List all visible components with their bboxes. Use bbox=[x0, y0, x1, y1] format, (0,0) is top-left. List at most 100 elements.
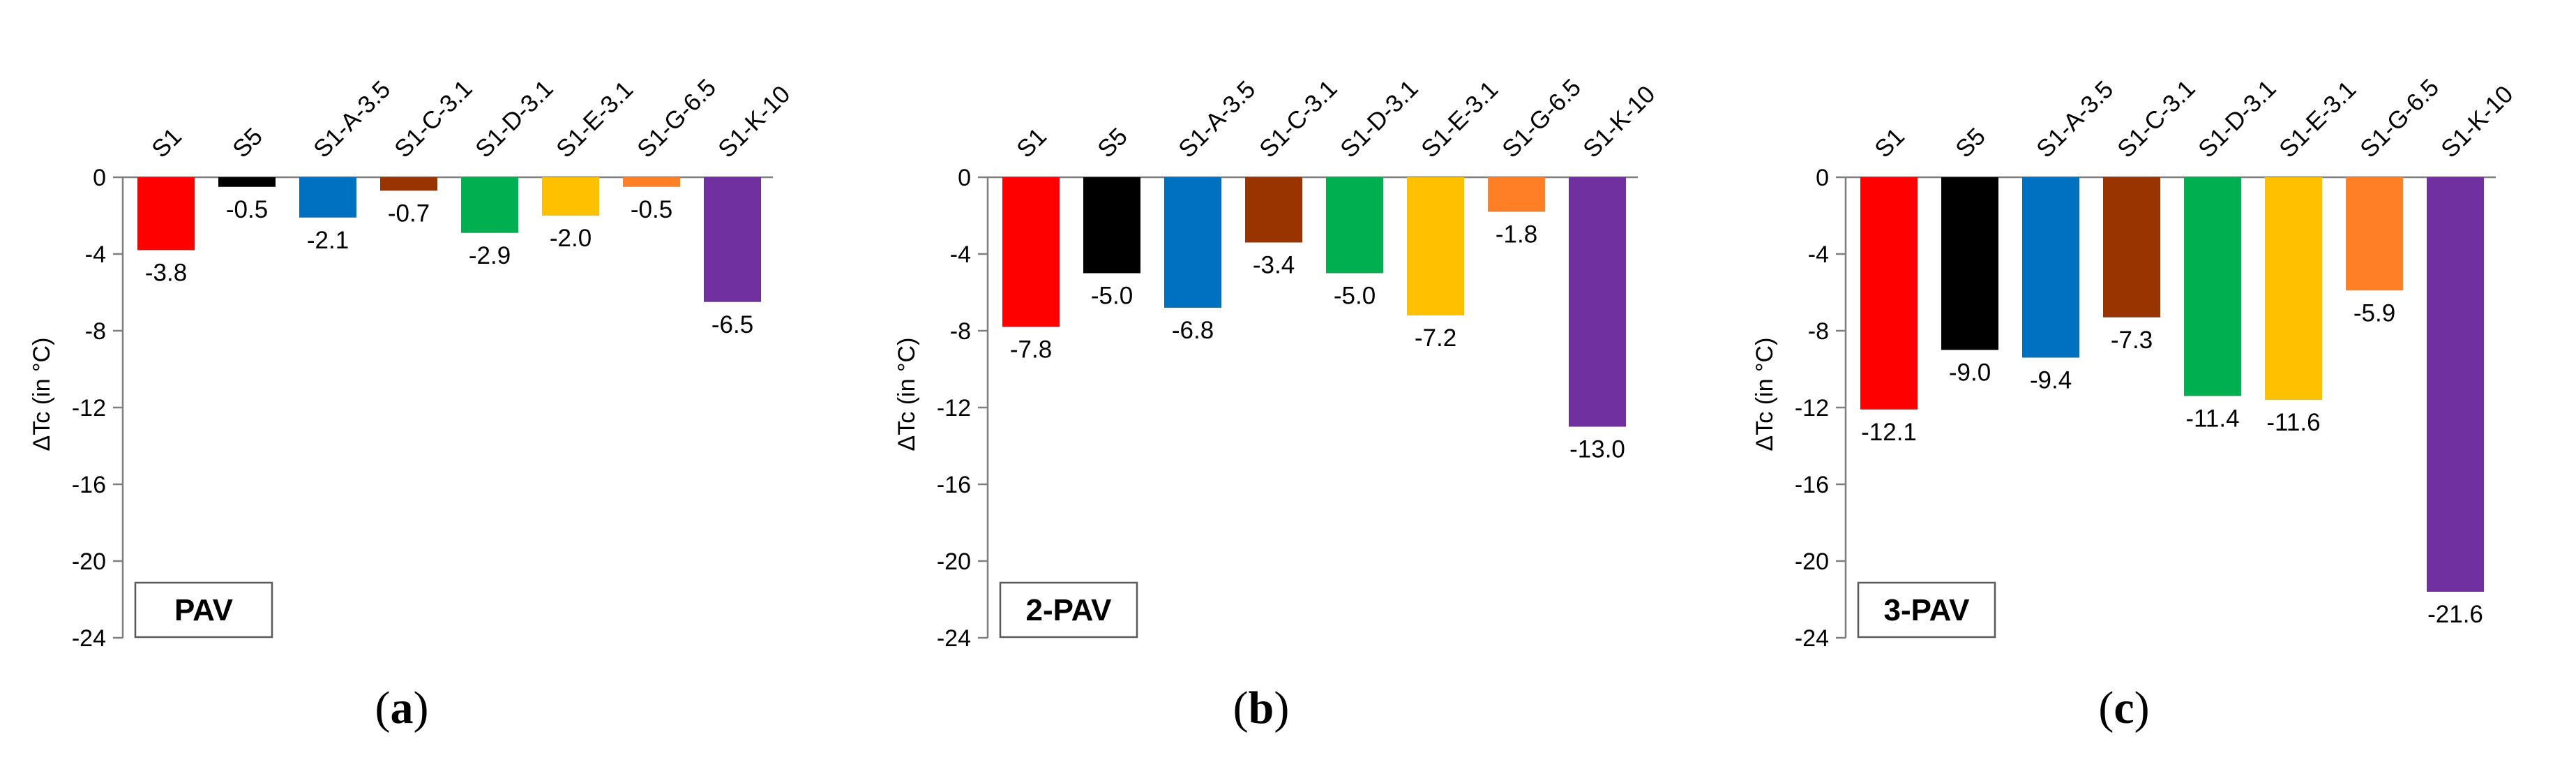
bar-value-label: -3.4 bbox=[1253, 252, 1295, 279]
y-tick-label: -20 bbox=[937, 548, 971, 575]
category-label: S1-A-3.5 bbox=[2031, 75, 2118, 163]
bar-value-label: -21.6 bbox=[2427, 601, 2483, 628]
category-label: S1-C-3.1 bbox=[2112, 75, 2201, 163]
category-label: S1-C-3.1 bbox=[1254, 75, 1343, 163]
bar-value-label: -9.0 bbox=[1949, 359, 1991, 387]
y-tick-label: -12 bbox=[1795, 395, 1829, 421]
caption-open-paren: ( bbox=[2098, 682, 2114, 733]
bar-value-label: -7.2 bbox=[1415, 324, 1456, 352]
bar-value-label: -5.0 bbox=[1334, 283, 1376, 310]
category-label: S1 bbox=[146, 123, 187, 163]
caption-close-paren: ) bbox=[2134, 682, 2150, 733]
bar-s5 bbox=[1083, 177, 1140, 274]
chart-panel-2pav: 0 -4 -8 -12 -16 -20 -24 ΔTc (in °C) -7.8 S1 -5.0 S5… bbox=[894, 74, 1660, 733]
bar-value-label: -2.1 bbox=[307, 227, 349, 254]
y-tick-label: -8 bbox=[950, 318, 971, 345]
caption-open-paren: ( bbox=[1233, 682, 1249, 733]
bar-value-label: -12.1 bbox=[1861, 419, 1917, 446]
y-tick-label: -24 bbox=[937, 625, 971, 652]
bar-value-label: -6.5 bbox=[711, 311, 753, 338]
bar-s1-c-3.1 bbox=[380, 177, 437, 191]
bar-value-label: -0.5 bbox=[631, 196, 672, 223]
y-tick-label: -12 bbox=[72, 395, 106, 421]
bar-s1-g-6.5 bbox=[2346, 177, 2403, 291]
category-label: S1-D-3.1 bbox=[470, 75, 559, 163]
category-label: S1 bbox=[1011, 123, 1052, 163]
panel-caption: (c) bbox=[2098, 682, 2149, 733]
panel-caption: (b) bbox=[1233, 682, 1290, 733]
bar-s5 bbox=[218, 177, 276, 187]
bar-s1-c-3.1 bbox=[2103, 177, 2160, 318]
chart-title-box bbox=[134, 581, 273, 639]
chart-panel-3pav: 0 -4 -8 -12 -16 -20 -24 ΔTc (in °C) -12.1 S1 -9.0 S… bbox=[1752, 74, 2518, 733]
y-tick-label: 0 bbox=[958, 165, 971, 191]
bar-s5 bbox=[1941, 177, 1998, 350]
category-label: S5 bbox=[227, 123, 268, 163]
bar-s1-k-10 bbox=[1569, 177, 1626, 427]
bar-s1-e-3.1 bbox=[2265, 177, 2322, 400]
bar-value-label: -13.0 bbox=[1569, 436, 1625, 463]
y-tick-label: -16 bbox=[937, 472, 971, 498]
panel-caption: (a) bbox=[375, 682, 429, 733]
bar-s1 bbox=[137, 177, 195, 251]
chart-title-box bbox=[1857, 581, 1996, 639]
category-label: S1-G-6.5 bbox=[632, 74, 721, 163]
category-label: S1-K-10 bbox=[713, 80, 795, 163]
bar-s1-a-3.5 bbox=[1164, 177, 1221, 308]
bar-s1-c-3.1 bbox=[1245, 177, 1302, 243]
y-tick-label: -20 bbox=[72, 548, 106, 575]
bar-s1-d-3.1 bbox=[2184, 177, 2241, 396]
caption-letter: b bbox=[1249, 682, 1274, 733]
caption-close-paren: ) bbox=[1274, 682, 1289, 733]
chart-title: 3-PAV bbox=[1883, 593, 1970, 627]
y-tick-label: -4 bbox=[85, 241, 106, 268]
category-label: S1-G-6.5 bbox=[1497, 74, 1586, 163]
bar-value-label: -2.0 bbox=[550, 225, 592, 252]
category-label: S1-E-3.1 bbox=[551, 75, 638, 163]
category-label: S1-D-3.1 bbox=[2193, 75, 2282, 163]
y-tick-label: -24 bbox=[1795, 625, 1829, 652]
bar-value-label: -5.0 bbox=[1091, 283, 1133, 310]
bar-value-label: -2.9 bbox=[469, 242, 511, 269]
bar-s1 bbox=[1860, 177, 1918, 410]
bar-value-label: -11.4 bbox=[2185, 405, 2239, 433]
bar-value-label: -5.9 bbox=[2353, 299, 2395, 327]
y-tick-label: 0 bbox=[93, 165, 106, 191]
bar-s1-a-3.5 bbox=[299, 177, 356, 218]
caption-close-paren: ) bbox=[414, 682, 429, 733]
bar-s1-g-6.5 bbox=[623, 177, 680, 187]
bar-value-label: -1.8 bbox=[1496, 221, 1537, 248]
bar-s1 bbox=[1002, 177, 1060, 327]
y-tick-label: -12 bbox=[937, 395, 971, 421]
bar-s1-d-3.1 bbox=[1326, 177, 1383, 274]
bar-value-label: -7.8 bbox=[1010, 336, 1052, 364]
bar-s1-a-3.5 bbox=[2022, 177, 2079, 358]
bar-s1-d-3.1 bbox=[461, 177, 518, 233]
chart-title: 2-PAV bbox=[1025, 593, 1112, 627]
y-tick-label: -8 bbox=[85, 318, 106, 345]
bar-value-label: -6.8 bbox=[1172, 317, 1214, 344]
bar-value-label: -3.8 bbox=[145, 260, 187, 287]
y-axis-title: ΔTc (in °C) bbox=[1752, 338, 1778, 451]
chart-title-box bbox=[999, 581, 1138, 639]
y-tick-label: -8 bbox=[1808, 318, 1829, 345]
category-label: S1-A-3.5 bbox=[1173, 75, 1260, 163]
chart-panel-pav: 0 -4 -8 -12 -16 -20 -24 ΔTc (in °C) -3.8 S1 -0.5 S5… bbox=[29, 74, 795, 733]
bar-s1-k-10 bbox=[704, 177, 761, 302]
category-label: S1-D-3.1 bbox=[1335, 75, 1424, 163]
bar-s1-k-10 bbox=[2427, 177, 2484, 592]
category-label: S1-A-3.5 bbox=[308, 75, 396, 163]
category-label: S5 bbox=[1950, 123, 1991, 163]
chart-title: PAV bbox=[174, 593, 234, 627]
y-tick-label: -20 bbox=[1795, 548, 1829, 575]
category-label: S1-C-3.1 bbox=[389, 75, 478, 163]
bar-value-label: -0.7 bbox=[388, 200, 430, 227]
y-axis-title: ΔTc (in °C) bbox=[894, 338, 920, 451]
caption-letter: c bbox=[2114, 682, 2134, 733]
category-label: S5 bbox=[1092, 123, 1133, 163]
category-label: S1-G-6.5 bbox=[2355, 74, 2444, 163]
category-label: S1-K-10 bbox=[2436, 80, 2518, 163]
y-tick-label: -24 bbox=[72, 625, 106, 652]
y-tick-label: -16 bbox=[72, 472, 106, 498]
